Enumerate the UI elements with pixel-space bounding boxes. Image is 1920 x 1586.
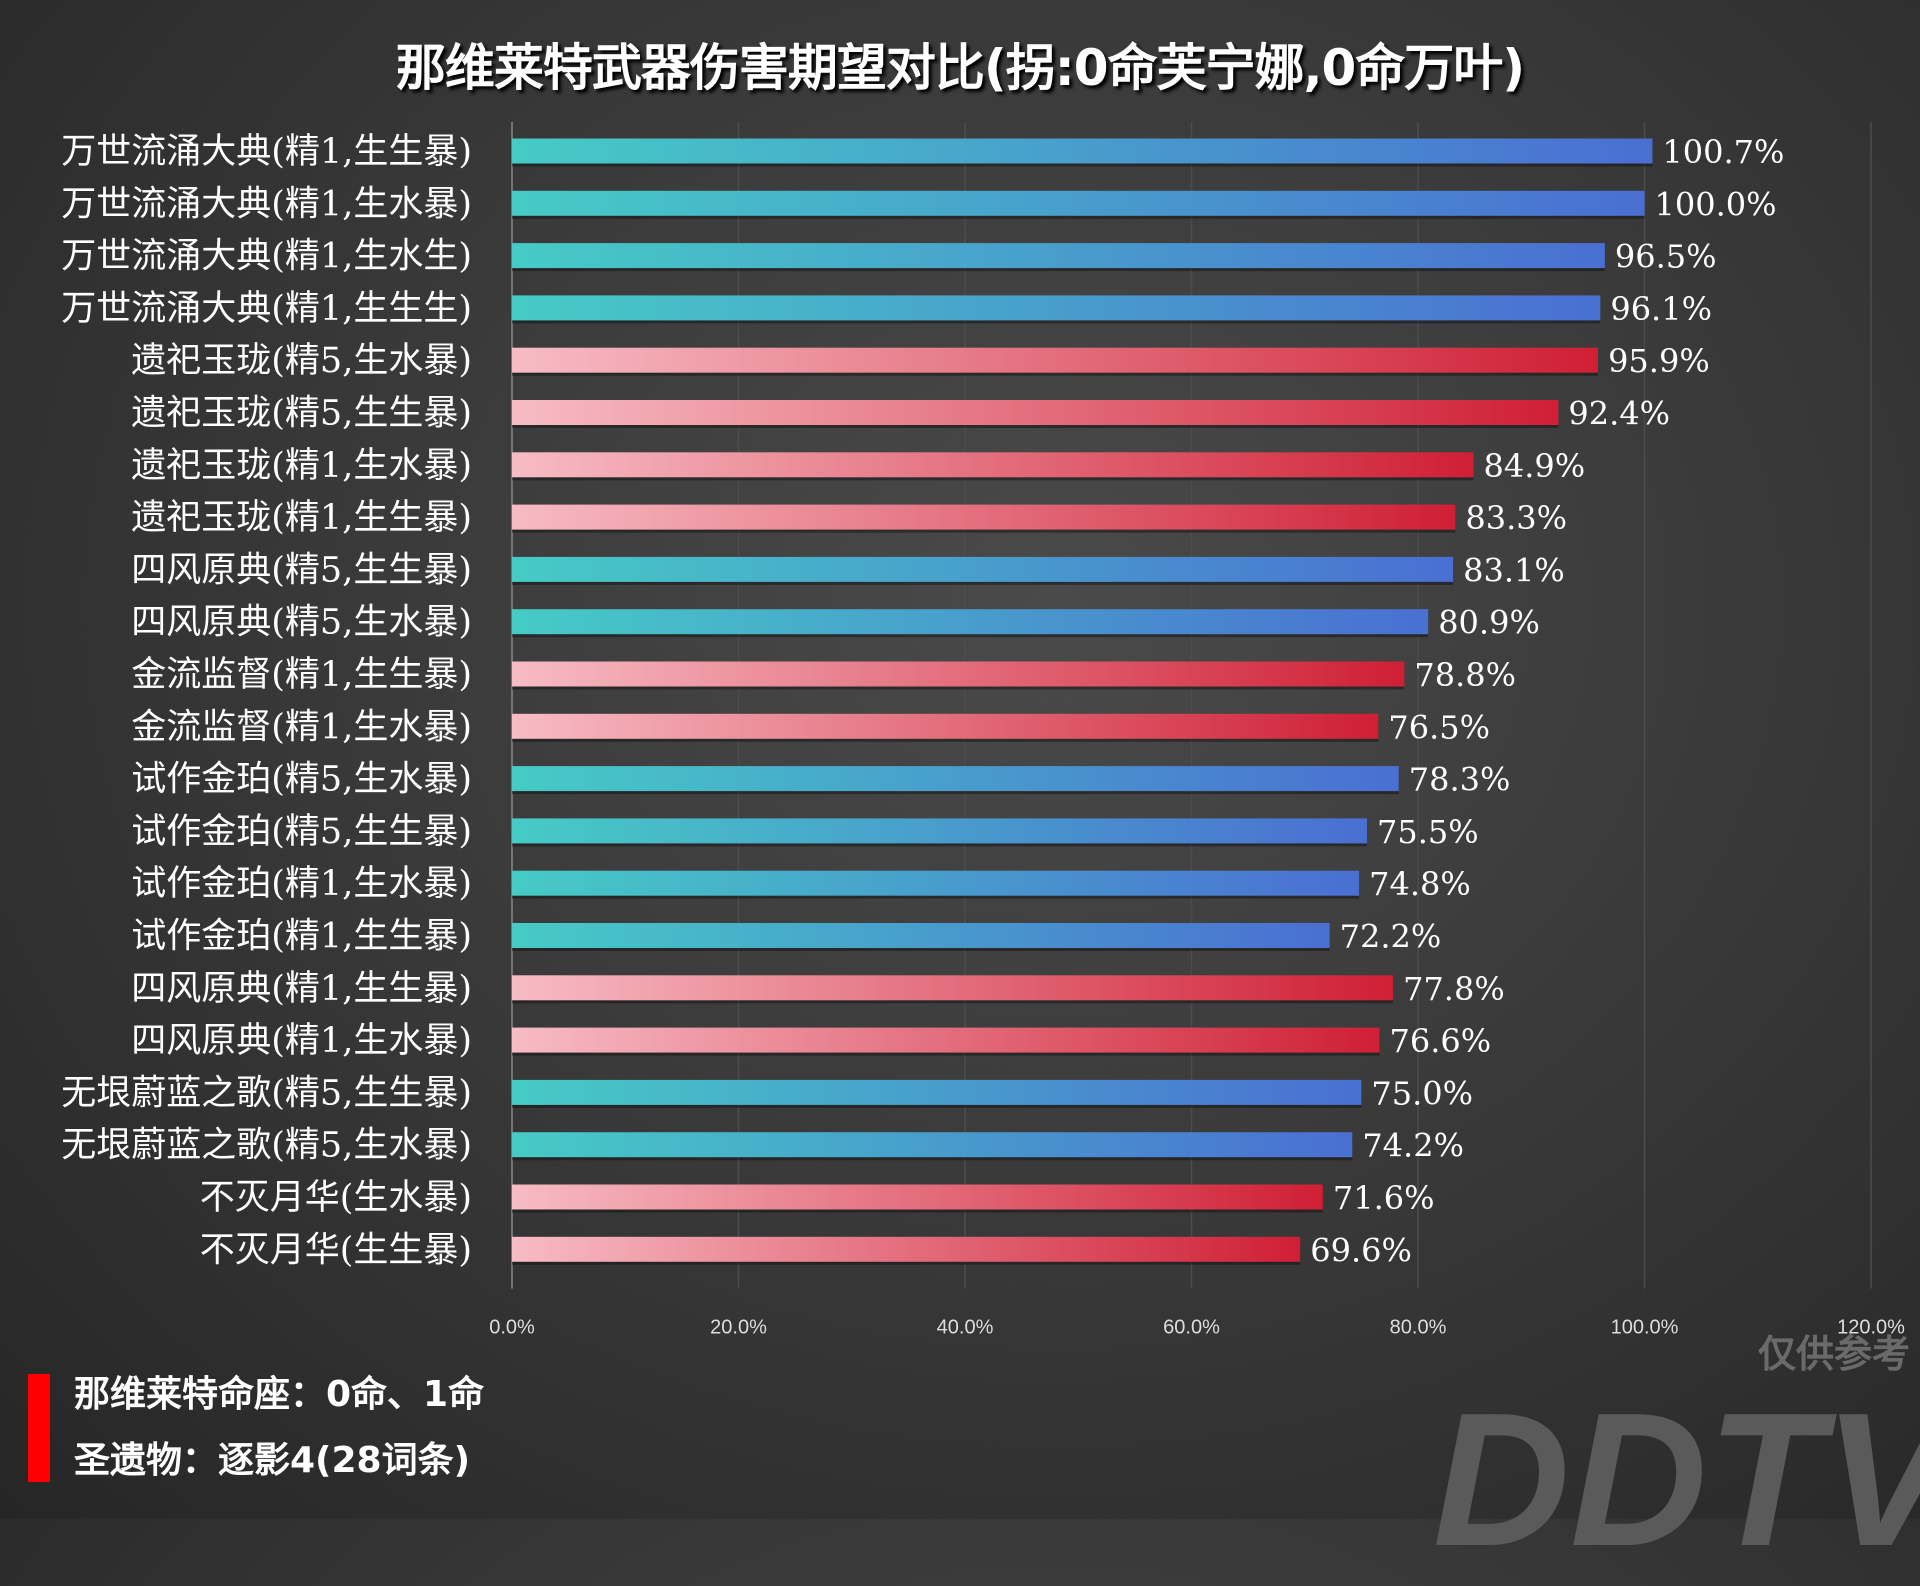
category-label: 无垠蔚蓝之歌(精5,生生暴) xyxy=(61,1073,472,1113)
bar xyxy=(512,870,1360,896)
data-label: 69.6% xyxy=(1310,1231,1412,1269)
data-label: 76.6% xyxy=(1389,1022,1491,1060)
data-label: 100.0% xyxy=(1655,185,1777,223)
category-label: 万世流涌大典(精1,生水暴) xyxy=(61,184,472,224)
category-label: 万世流涌大典(精1,生生生) xyxy=(61,289,472,329)
data-label: 77.8% xyxy=(1403,970,1505,1008)
bar xyxy=(512,923,1330,948)
category-label: 四风原典(精5,生水暴) xyxy=(131,603,472,643)
category-label: 金流监督(精1,生生暴) xyxy=(131,655,472,695)
bar xyxy=(512,661,1405,687)
category-label: 万世流涌大典(精1,生生暴) xyxy=(61,132,472,172)
data-label: 96.5% xyxy=(1615,238,1717,276)
data-label: 83.3% xyxy=(1465,499,1567,537)
category-label: 遗祀玉珑(精1,生生暴) xyxy=(131,498,472,538)
data-label: 75.5% xyxy=(1377,813,1479,851)
watermark-logo: DDTV xyxy=(1432,1374,1920,1586)
bar xyxy=(512,713,1379,739)
category-label: 遗祀玉珑(精5,生水暴) xyxy=(131,341,472,381)
category-label: 遗祀玉珑(精5,生生暴) xyxy=(131,394,472,434)
category-label: 无垠蔚蓝之歌(精5,生水暴) xyxy=(61,1126,472,1166)
data-label: 96.1% xyxy=(1610,290,1712,328)
bar xyxy=(512,1132,1353,1158)
chart-title: 那维莱特武器伤害期望对比(拐:0命芙宁娜,0命万叶) xyxy=(395,39,1525,97)
data-label: 76.5% xyxy=(1388,708,1490,746)
x-tick-label: 20.0% xyxy=(710,1317,767,1339)
data-label: 74.2% xyxy=(1362,1127,1464,1165)
bar-chart: 0.0% 20.0% 40.0% 60.0% 80.0% 100.0% 120.0% 万世流涌… xyxy=(61,122,1906,1339)
watermark-text: 仅供参考 xyxy=(1757,1332,1910,1376)
bar xyxy=(512,556,1454,582)
bar xyxy=(512,347,1599,373)
category-label: 不灭月华(生生暴) xyxy=(200,1230,472,1270)
data-label: 75.0% xyxy=(1371,1074,1473,1112)
x-tick-label: 120.0% xyxy=(1837,1317,1905,1339)
category-label: 试作金珀(精1,生水暴) xyxy=(131,864,472,904)
data-label: 78.8% xyxy=(1414,656,1516,694)
x-tick-label: 100.0% xyxy=(1611,1317,1679,1339)
bar xyxy=(512,1079,1362,1105)
category-label: 试作金珀(精1,生生暴) xyxy=(131,917,472,957)
note-constellation: 那维莱特命座：0命、1命 xyxy=(74,1374,485,1415)
x-tick-label: 60.0% xyxy=(1163,1317,1220,1339)
bar xyxy=(512,609,1429,635)
data-label: 92.4% xyxy=(1568,395,1670,433)
data-label: 74.8% xyxy=(1369,865,1471,903)
bar xyxy=(512,504,1456,530)
bar xyxy=(512,766,1399,792)
category-label: 试作金珀(精5,生水暴) xyxy=(131,760,472,800)
category-label: 四风原典(精1,生水暴) xyxy=(131,1021,472,1061)
category-label: 不灭月华(生水暴) xyxy=(200,1178,472,1218)
x-tick-label: 80.0% xyxy=(1390,1317,1447,1339)
bar xyxy=(512,975,1394,1001)
category-label: 遗祀玉珑(精1,生水暴) xyxy=(131,446,472,486)
bar xyxy=(512,1027,1380,1053)
x-tick-label: 40.0% xyxy=(937,1317,994,1339)
data-label: 100.7% xyxy=(1662,133,1784,171)
bar xyxy=(512,243,1605,269)
category-label: 万世流涌大典(精1,生水生) xyxy=(61,237,472,277)
bar xyxy=(512,1236,1301,1262)
data-label: 84.9% xyxy=(1483,447,1585,485)
category-label: 四风原典(精1,生生暴) xyxy=(131,969,472,1009)
note-accent-bar xyxy=(28,1374,50,1482)
bar xyxy=(512,295,1601,321)
note-artifact: 圣遗物：逐影4(28词条) xyxy=(74,1440,471,1481)
data-label: 80.9% xyxy=(1438,604,1540,642)
data-label: 71.6% xyxy=(1333,1179,1435,1217)
x-tick-label: 0.0% xyxy=(489,1317,535,1339)
bar xyxy=(512,1184,1323,1210)
bar xyxy=(512,818,1368,844)
bar xyxy=(512,452,1474,478)
bar xyxy=(512,400,1559,425)
category-label: 四风原典(精5,生生暴) xyxy=(131,550,472,590)
data-label: 83.1% xyxy=(1463,551,1565,589)
category-label: 试作金珀(精5,生生暴) xyxy=(131,812,472,852)
category-label: 金流监督(精1,生水暴) xyxy=(131,707,472,747)
bar xyxy=(512,138,1653,164)
bar xyxy=(512,190,1645,216)
data-label: 78.3% xyxy=(1409,761,1511,799)
data-label: 95.9% xyxy=(1608,342,1710,380)
data-label: 72.2% xyxy=(1340,918,1442,956)
